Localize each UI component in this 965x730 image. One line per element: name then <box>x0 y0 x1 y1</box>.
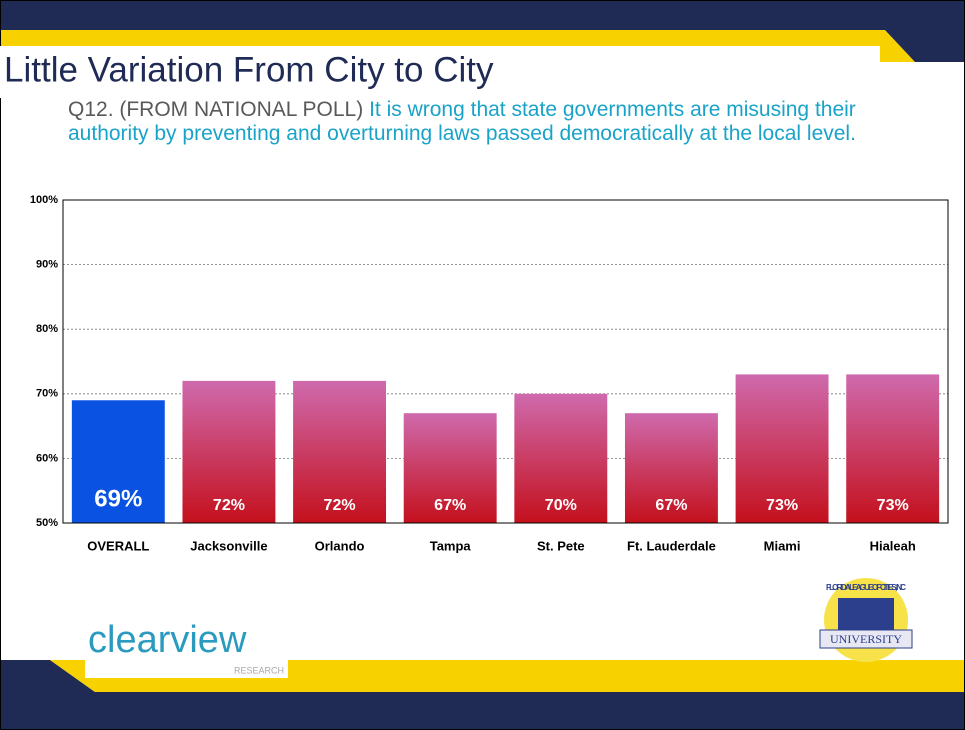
data-label: 73% <box>877 497 909 514</box>
plot: 50% 60% 70% 80% 90% 100% OVERALL 69% Jacksonvill… <box>30 194 949 553</box>
data-label: 69% <box>94 485 142 512</box>
top-band-right <box>885 30 965 62</box>
x-tick-label: Ft. Lauderdale <box>627 538 716 553</box>
y-tick-label: 60% <box>36 452 58 464</box>
bar <box>514 393 608 523</box>
x-tick-label: Orlando <box>315 538 365 553</box>
y-tick-label: 70% <box>36 388 58 400</box>
bar <box>182 380 276 523</box>
subtitle-box: Q12. (FROM NATIONAL POLL) It is wrong th… <box>68 98 928 146</box>
bar <box>624 413 718 523</box>
y-tick-label: 50% <box>36 517 58 529</box>
x-tick-label: Jacksonville <box>190 538 267 553</box>
y-tick-label: 80% <box>36 323 58 335</box>
data-label: 73% <box>766 497 798 514</box>
y-tick-label: 90% <box>36 259 58 271</box>
league-logo-university: UNIVERSITY <box>830 632 902 646</box>
clearview-logo-bg <box>85 622 288 678</box>
data-label: 72% <box>213 497 245 514</box>
data-label: 67% <box>655 497 687 514</box>
bar <box>846 374 940 523</box>
subtitle-prefix: Q12. (FROM NATIONAL POLL) <box>68 98 364 121</box>
y-tick-label: 100% <box>30 194 58 206</box>
data-label: 72% <box>324 497 356 514</box>
bottom-band <box>0 660 965 730</box>
x-tick-label: OVERALL <box>87 538 149 553</box>
x-tick-label: Tampa <box>430 538 472 553</box>
subtitle-text: It is wrong that state governments are m… <box>68 98 856 145</box>
league-logo-text: FLORIDA LEAGUE OF CITIES, INC <box>826 583 906 592</box>
plot-frame <box>62 199 949 524</box>
data-label: 70% <box>545 497 577 514</box>
data-label: 67% <box>434 497 466 514</box>
bar <box>403 413 497 523</box>
title-bg <box>0 46 880 98</box>
x-tick-label: Miami <box>764 538 801 553</box>
bar <box>71 400 165 523</box>
bar <box>735 374 829 523</box>
top-band <box>0 0 965 30</box>
bar <box>293 380 387 523</box>
subtitle: Q12. (FROM NATIONAL POLL) It is wrong th… <box>68 98 928 146</box>
x-tick-label: St. Pete <box>537 538 585 553</box>
x-tick-label: Hialeah <box>870 538 916 553</box>
chart-title: Little Variation From City to City <box>4 50 494 89</box>
league-logo-ribbon <box>819 629 913 649</box>
clearview-logo: clearview <box>88 619 247 661</box>
research-logo: RESEARCH <box>234 665 284 675</box>
